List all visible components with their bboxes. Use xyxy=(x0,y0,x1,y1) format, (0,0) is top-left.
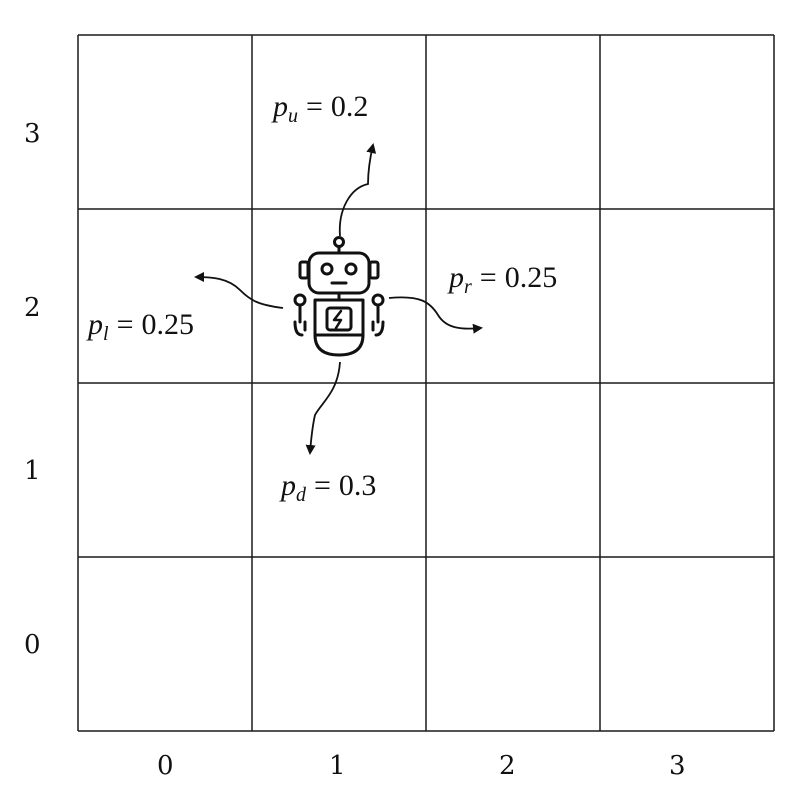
prob-symbol: p xyxy=(88,308,103,341)
prob-equals: = xyxy=(479,261,497,294)
robot-icon xyxy=(293,236,385,357)
prob-value: 0.25 xyxy=(504,261,558,294)
row-label-1: 1 xyxy=(24,456,41,486)
prob-subscript: r xyxy=(464,276,472,298)
prob-symbol: p xyxy=(281,469,296,502)
col-label-3: 3 xyxy=(669,751,686,781)
arrow-up xyxy=(338,143,377,237)
prob-left-label: pl = 0.25 xyxy=(88,308,194,345)
prob-equals: = xyxy=(116,308,134,341)
prob-subscript: l xyxy=(103,323,109,345)
arrow-down xyxy=(305,361,341,455)
prob-up-label: pu = 0.2 xyxy=(273,90,369,127)
col-label-0: 0 xyxy=(157,751,174,781)
col-label-2: 2 xyxy=(499,751,516,781)
prob-symbol: p xyxy=(449,261,464,294)
row-label-2: 2 xyxy=(24,293,41,323)
prob-equals: = xyxy=(306,90,323,123)
row-label-0: 0 xyxy=(24,630,41,660)
prob-down-label: pd = 0.3 xyxy=(281,469,377,506)
prob-value: 0.2 xyxy=(330,90,369,123)
arrow-left xyxy=(194,272,284,309)
prob-value: 0.3 xyxy=(338,469,377,502)
col-label-1: 1 xyxy=(329,751,346,781)
prob-value: 0.25 xyxy=(141,308,194,341)
prob-right-label: pr = 0.25 xyxy=(449,261,558,298)
prob-subscript: u xyxy=(288,105,298,127)
prob-symbol: p xyxy=(273,90,288,123)
grid xyxy=(77,34,775,732)
prob-subscript: d xyxy=(296,484,306,506)
prob-equals: = xyxy=(314,469,331,502)
row-label-3: 3 xyxy=(24,119,41,149)
arrow-right xyxy=(388,296,483,334)
